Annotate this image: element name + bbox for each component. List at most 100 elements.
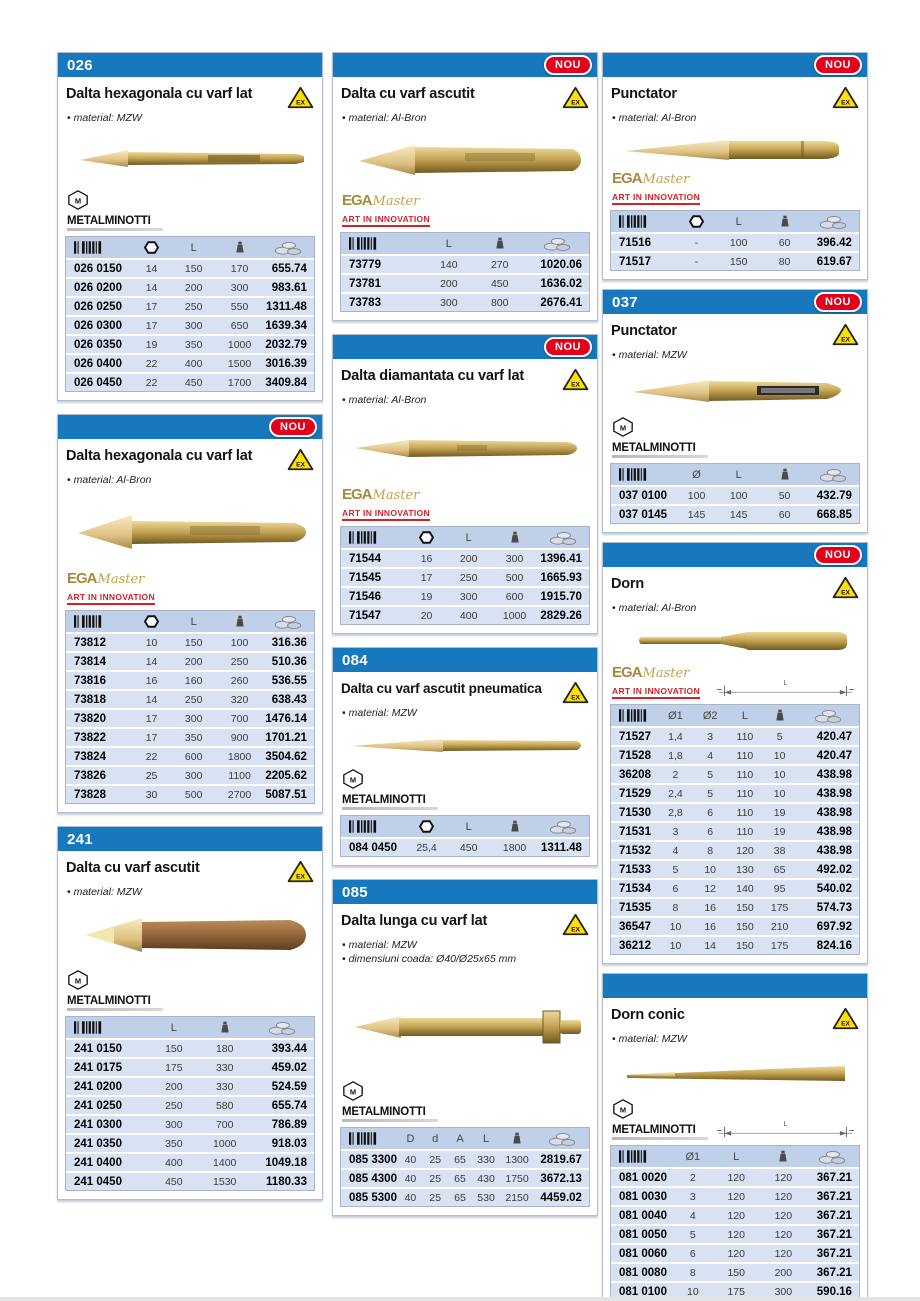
barcode-icon — [66, 237, 133, 258]
weight-icon — [762, 211, 807, 232]
coins-icon — [804, 1146, 859, 1167]
product-table: L 084 0450 25,4 450 1800 1311.48 — [340, 815, 590, 857]
product-code: 026 0300 — [74, 319, 122, 332]
barcode-icon — [341, 816, 408, 837]
product-card-73779: NOU Dalta cu varf ascutit EX material: A… — [332, 52, 598, 321]
barcode-icon — [341, 233, 423, 254]
product-table: L 73812 10 150 100 316.36 73814 14 200 250 510.36 7… — [65, 610, 315, 804]
product-card-085: 085 Dalta lunga cu varf lat EX material:… — [332, 879, 598, 1216]
price: 420.47 — [816, 730, 852, 743]
spec-value: 100 — [729, 236, 748, 249]
price: 438.98 — [816, 768, 852, 781]
hex-icon — [133, 237, 170, 258]
spec-value: 120 — [727, 1209, 745, 1222]
product-card-dorn: NOU Dorn EX material: Al-Bron EGAMaster … — [602, 542, 868, 964]
spec-value: 6 — [689, 1247, 696, 1260]
egamaster-logo: EGAMaster ART IN INNOVATION — [342, 193, 430, 230]
spec-value: 10 — [773, 787, 786, 800]
metalminotti-hex-icon: M — [68, 190, 88, 210]
ex-warning-icon: EX — [832, 86, 859, 109]
table-row: 36212 10 14 150 175 824.16 — [611, 935, 859, 954]
svg-text:M: M — [75, 976, 81, 985]
table-row: 037 0145 145 145 60 668.85 — [611, 504, 859, 523]
spec-value: 145 — [729, 508, 748, 521]
svg-text:EX: EX — [841, 1021, 850, 1028]
product-code: 241 0175 — [74, 1061, 122, 1074]
dimension-note: dimensiuni coada: Ø40/Ø25x65 mm — [342, 952, 588, 966]
weight-icon — [217, 237, 262, 258]
product-title: Dalta lunga cu varf lat — [341, 913, 488, 929]
spec-value: 40 — [404, 1153, 417, 1166]
spec-value: 100 — [729, 489, 748, 502]
card-header: NOU — [333, 335, 597, 359]
price: 2205.62 — [265, 769, 307, 782]
ex-warning-icon: EX — [562, 913, 589, 936]
ex-warning-icon: EX — [832, 576, 859, 599]
spec-value: 2700 — [227, 788, 252, 801]
spec-value: 14 — [704, 939, 717, 952]
table-row: 081 0100 10 175 300 590.16 — [611, 1281, 859, 1300]
product-table: L 026 0150 14 150 170 655.74 026 0200 14 200 300 9… — [65, 236, 315, 392]
nou-badge: NOU — [269, 417, 317, 437]
product-code: 71532 — [619, 844, 651, 857]
price: 574.73 — [816, 901, 852, 914]
spec-value: 330 — [215, 1061, 234, 1074]
metalminotti-hex-icon: M — [613, 417, 633, 437]
table-row: 71517 - 150 80 619.67 — [611, 251, 859, 270]
spec-value: 19 — [773, 806, 786, 819]
barcode-icon — [611, 1146, 675, 1167]
table-header-row: L — [341, 233, 589, 254]
price: 316.36 — [271, 636, 307, 649]
weight-icon — [762, 705, 797, 726]
spec-value: 300 — [230, 281, 249, 294]
product-code: 73822 — [74, 731, 106, 744]
spec-value: 16 — [420, 552, 433, 565]
spec-value: 1300 — [505, 1153, 529, 1166]
spec-value: 160 — [184, 674, 203, 687]
product-table: L 73779 140 270 1020.06 73781 200 450 1636.02 737… — [340, 232, 590, 312]
product-code: 241 0450 — [74, 1175, 122, 1188]
spec-value: 200 — [774, 1266, 793, 1279]
table-row: 081 0020 2 120 120 367.21 — [611, 1167, 859, 1186]
table-row: 085 3300 40 25 65 330 1300 2819.67 — [341, 1149, 589, 1168]
spec-value: 260 — [230, 674, 249, 687]
metalminotti-tagline — [67, 1008, 163, 1011]
spec-value: 120 — [727, 1228, 745, 1241]
weight-icon — [492, 816, 537, 837]
metalminotti-hex-icon: M — [343, 769, 363, 789]
spec-value: 180 — [215, 1042, 234, 1055]
spec-value: 25,4 — [416, 841, 437, 854]
spec-value: 200 — [184, 281, 203, 294]
price: 367.21 — [816, 1209, 852, 1222]
spec-value: 110 — [736, 825, 754, 838]
table-header-row: L — [341, 816, 589, 837]
spec-value: 3 — [707, 730, 714, 743]
egamaster-logo: EGAMaster ART IN INNOVATION — [612, 171, 700, 208]
table-header-row: L — [611, 211, 859, 232]
spec-value: 500 — [505, 571, 524, 584]
product-table: Ø L 037 0100 100 100 50 432.79 037 0145 145 145 60… — [610, 463, 860, 524]
spec-value: 1000 — [502, 609, 527, 622]
hex-icon — [408, 527, 445, 548]
spec-value: 8 — [707, 844, 714, 857]
price: 1396.41 — [540, 552, 582, 565]
table-row: 026 0400 22 400 1500 3016.39 — [66, 353, 314, 372]
spec-value: 1100 — [228, 769, 251, 782]
table-row: 36547 10 16 150 210 697.92 — [611, 916, 859, 935]
material-note: material: MZW — [612, 348, 858, 362]
price: 655.74 — [271, 1099, 307, 1112]
table-row: 73779 140 270 1020.06 — [341, 254, 589, 273]
spec-value: 650 — [230, 319, 249, 332]
svg-text:M: M — [620, 423, 626, 432]
product-code: 037 0145 — [619, 508, 667, 521]
material-note: material: MZW — [67, 885, 313, 899]
spec-value: 530 — [477, 1191, 495, 1204]
metalminotti-hex-icon: M — [68, 970, 88, 990]
price: 2032.79 — [265, 338, 307, 351]
price: 438.98 — [816, 806, 852, 819]
spec-value: 40 — [404, 1191, 417, 1204]
product-code: 085 4300 — [349, 1172, 397, 1185]
spec-value: 110 — [736, 787, 754, 800]
spec-value: 65 — [454, 1172, 466, 1185]
spec-value: 130 — [736, 863, 754, 876]
